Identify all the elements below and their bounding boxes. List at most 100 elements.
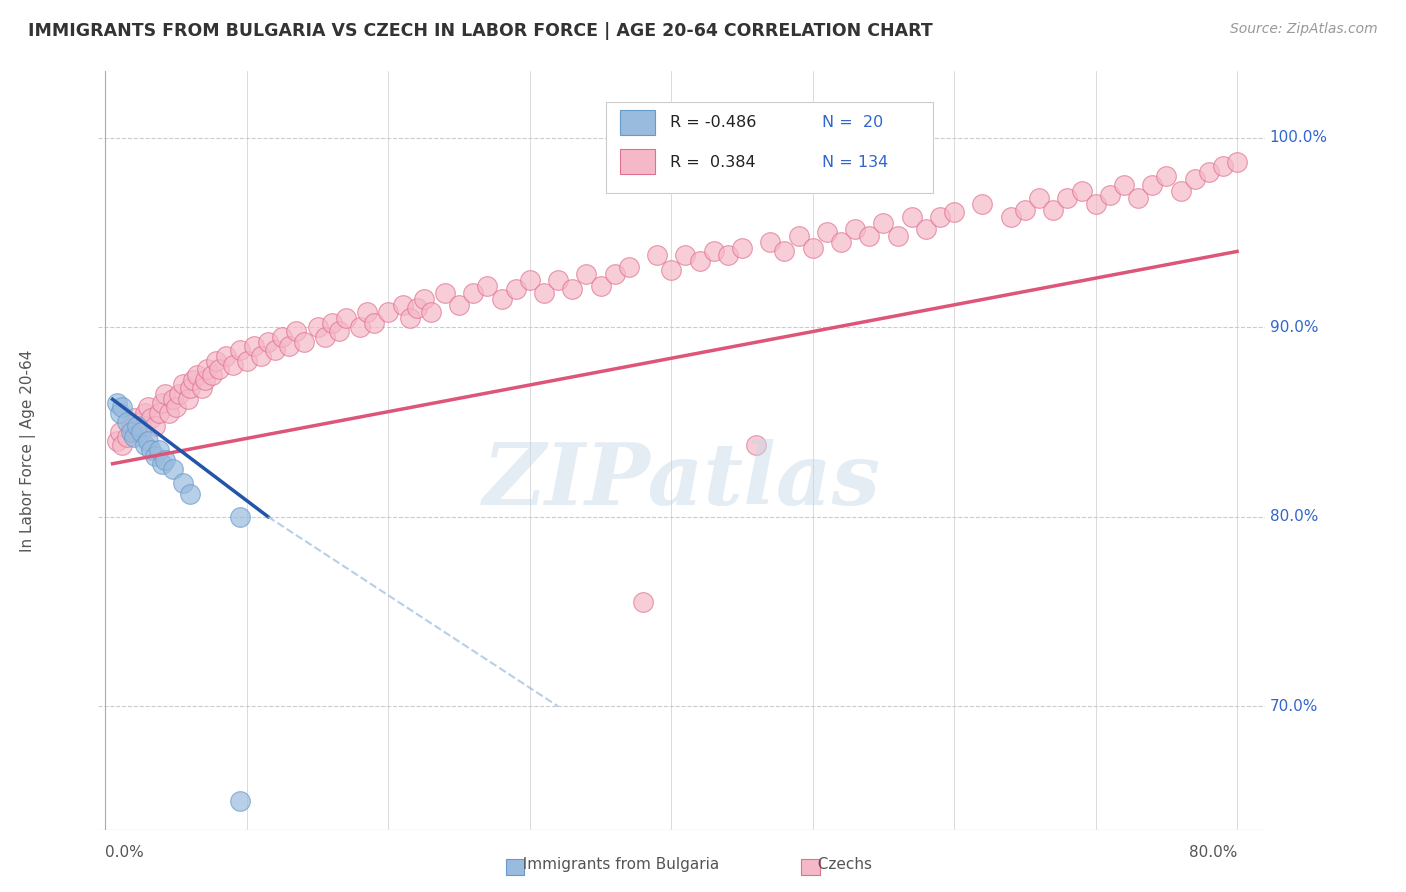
Point [1184,172,1206,186]
Point [830,235,852,249]
Point [136,434,159,448]
Point [815,226,838,240]
Point [186,368,208,382]
Point [278,339,301,353]
Point [215,349,238,363]
Point [547,273,569,287]
Point [162,392,184,407]
Point [120,425,142,439]
Point [193,373,215,387]
Point [136,400,159,414]
Text: 70.0%: 70.0% [1270,698,1317,714]
Point [943,204,966,219]
Text: 80.0%: 80.0% [1270,509,1317,524]
Point [575,267,598,281]
Point [1198,165,1220,179]
Point [236,354,259,368]
Point [1212,159,1234,173]
Bar [801,859,820,875]
Point [328,324,350,338]
Point [1156,169,1178,183]
Point [773,244,796,259]
Point [717,248,740,262]
Point [176,392,198,407]
Point [929,211,952,225]
Point [617,260,640,274]
Point [972,197,994,211]
Point [787,229,810,244]
Point [111,400,134,414]
Point [391,297,413,311]
Point [148,443,170,458]
Point [167,386,190,401]
Point [181,373,204,387]
Point [533,286,555,301]
Point [125,418,148,433]
Text: Source: ZipAtlas.com: Source: ZipAtlas.com [1230,22,1378,37]
Point [108,405,131,419]
Point [120,418,142,433]
Point [150,457,173,471]
Point [1098,187,1121,202]
Point [105,434,128,448]
Point [134,405,156,419]
Point [190,381,212,395]
Bar [620,110,655,135]
Point [115,430,138,444]
Point [143,449,166,463]
FancyBboxPatch shape [606,102,932,193]
Text: R =  0.384: R = 0.384 [671,155,756,169]
Point [222,358,245,372]
Point [801,241,824,255]
Point [405,301,427,316]
Point [195,362,218,376]
Point [363,317,385,331]
Point [1000,211,1022,225]
Point [759,235,782,249]
Point [419,305,441,319]
Point [1126,191,1149,205]
Point [703,244,725,259]
Point [250,349,273,363]
Point [1226,155,1249,169]
Point [157,405,180,419]
Point [208,362,231,376]
Text: ZIPatlas: ZIPatlas [482,439,882,523]
Point [858,229,880,244]
Point [105,396,128,410]
Point [659,263,682,277]
Point [122,411,145,425]
Point [335,310,357,325]
Bar [506,859,524,875]
Point [398,310,420,325]
Point [172,475,194,490]
Point [307,320,329,334]
Text: 100.0%: 100.0% [1270,130,1327,145]
Point [1056,191,1078,205]
Text: N =  20: N = 20 [823,115,883,130]
Point [356,305,378,319]
Text: 80.0%: 80.0% [1188,845,1237,860]
Point [872,216,894,230]
Point [243,339,266,353]
Point [139,411,162,425]
Point [229,343,252,357]
Point [589,278,612,293]
Point [689,253,711,268]
Point [1112,178,1135,192]
Point [449,297,471,311]
Point [122,430,145,444]
Point [172,377,194,392]
Point [1028,191,1050,205]
Point [162,462,184,476]
Point [229,509,252,524]
Point [115,415,138,429]
Point [844,221,866,235]
Point [603,267,626,281]
Point [129,415,152,429]
Point [561,282,583,296]
Point [179,381,201,395]
Text: 90.0%: 90.0% [1270,319,1319,334]
Point [1070,184,1092,198]
Point [134,438,156,452]
